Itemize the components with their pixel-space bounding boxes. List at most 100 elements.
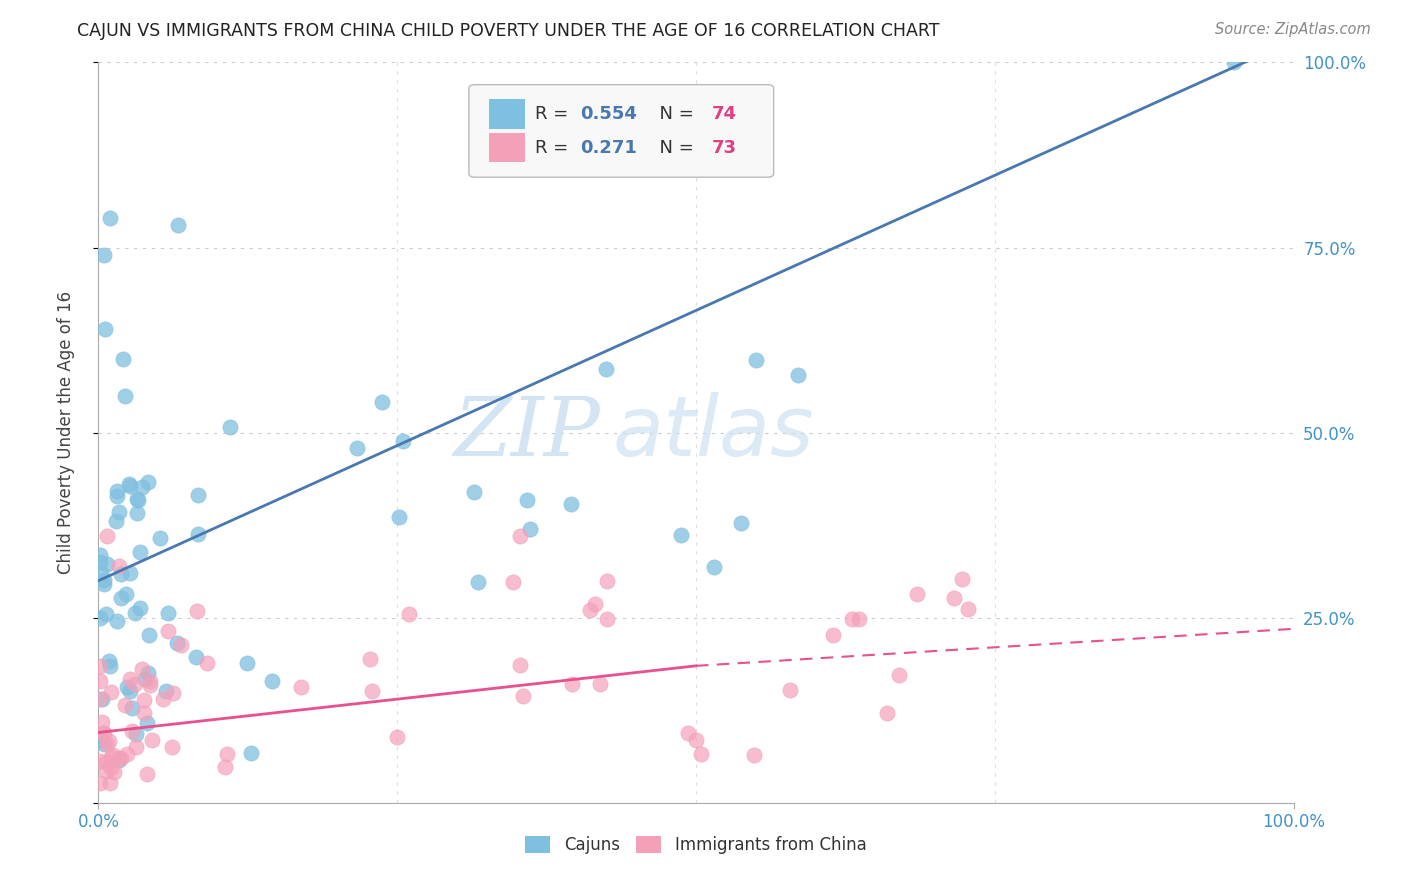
Point <box>96 529 118 543</box>
Point <box>162 686 184 700</box>
Point <box>100 761 122 775</box>
Point <box>166 219 188 233</box>
Point <box>744 748 766 763</box>
Point <box>105 484 128 499</box>
Point <box>115 747 138 761</box>
Point <box>98 659 121 673</box>
Point <box>93 738 115 752</box>
Point <box>89 673 111 688</box>
Point <box>105 614 128 628</box>
Point <box>107 505 129 519</box>
Point <box>128 600 150 615</box>
Text: ZIP: ZIP <box>454 392 600 473</box>
Point <box>139 674 162 689</box>
Point <box>596 612 619 626</box>
Legend: Cajuns, Immigrants from China: Cajuns, Immigrants from China <box>519 830 873 861</box>
Point <box>685 733 707 747</box>
Point <box>240 746 263 760</box>
Point <box>136 475 159 489</box>
Point <box>519 522 541 536</box>
Point <box>114 388 136 402</box>
Point <box>141 732 163 747</box>
Point <box>89 733 111 747</box>
Text: N =: N = <box>648 138 700 157</box>
Point <box>128 545 150 559</box>
Point <box>730 516 752 531</box>
Point <box>97 734 120 748</box>
Point <box>690 747 713 762</box>
Point <box>385 730 408 744</box>
Point <box>186 604 208 618</box>
Point <box>96 738 118 752</box>
Point <box>93 576 115 591</box>
Point <box>578 603 600 617</box>
Text: 73: 73 <box>711 138 737 157</box>
Point <box>90 691 112 706</box>
Text: atlas: atlas <box>613 392 814 473</box>
Point <box>779 683 801 698</box>
Point <box>370 394 392 409</box>
Point <box>745 353 768 368</box>
Point <box>94 607 117 621</box>
Point <box>467 575 489 590</box>
Point <box>127 492 149 507</box>
Point <box>121 724 143 739</box>
Point <box>907 587 929 601</box>
Point <box>120 566 142 580</box>
Point <box>124 606 146 620</box>
Point <box>108 751 131 765</box>
Point <box>388 509 411 524</box>
Point <box>392 434 415 448</box>
Y-axis label: Child Poverty Under the Age of 16: Child Poverty Under the Age of 16 <box>56 291 75 574</box>
Point <box>560 497 582 511</box>
Point <box>90 566 112 580</box>
Point <box>89 548 111 562</box>
Point <box>671 528 693 542</box>
Point <box>162 740 184 755</box>
Point <box>110 750 132 764</box>
Point <box>943 591 966 605</box>
Text: R =: R = <box>534 138 574 157</box>
FancyBboxPatch shape <box>489 99 524 129</box>
Point <box>596 574 619 588</box>
Point <box>848 612 870 626</box>
Text: Source: ZipAtlas.com: Source: ZipAtlas.com <box>1215 22 1371 37</box>
Point <box>96 557 118 571</box>
Point <box>108 558 131 573</box>
Text: 0.271: 0.271 <box>581 138 637 157</box>
Point <box>135 767 157 781</box>
Point <box>170 638 193 652</box>
Point <box>589 677 612 691</box>
Point <box>89 776 111 790</box>
Point <box>156 624 179 638</box>
Text: 74: 74 <box>711 105 737 123</box>
Text: 0.554: 0.554 <box>581 105 637 123</box>
Text: N =: N = <box>648 105 700 123</box>
Point <box>138 628 160 642</box>
Point <box>108 753 131 767</box>
Point <box>101 747 124 762</box>
Text: CAJUN VS IMMIGRANTS FROM CHINA CHILD POVERTY UNDER THE AGE OF 16 CORRELATION CHA: CAJUN VS IMMIGRANTS FROM CHINA CHILD POV… <box>77 22 939 40</box>
Point <box>96 764 118 778</box>
Point <box>131 480 153 494</box>
Point <box>361 683 384 698</box>
Point <box>187 488 209 502</box>
FancyBboxPatch shape <box>489 133 524 162</box>
Point <box>91 726 114 740</box>
Point <box>134 693 156 707</box>
Point <box>149 531 172 545</box>
Text: R =: R = <box>534 105 574 123</box>
Point <box>516 492 538 507</box>
Point <box>950 572 973 586</box>
Point <box>290 680 312 694</box>
Point <box>98 776 121 790</box>
Point <box>94 322 117 336</box>
Point <box>110 591 132 605</box>
Point <box>124 677 146 691</box>
Point <box>125 507 148 521</box>
Point <box>195 657 218 671</box>
Point <box>127 492 149 507</box>
Point <box>583 598 606 612</box>
Point <box>595 362 617 376</box>
Point <box>463 484 485 499</box>
